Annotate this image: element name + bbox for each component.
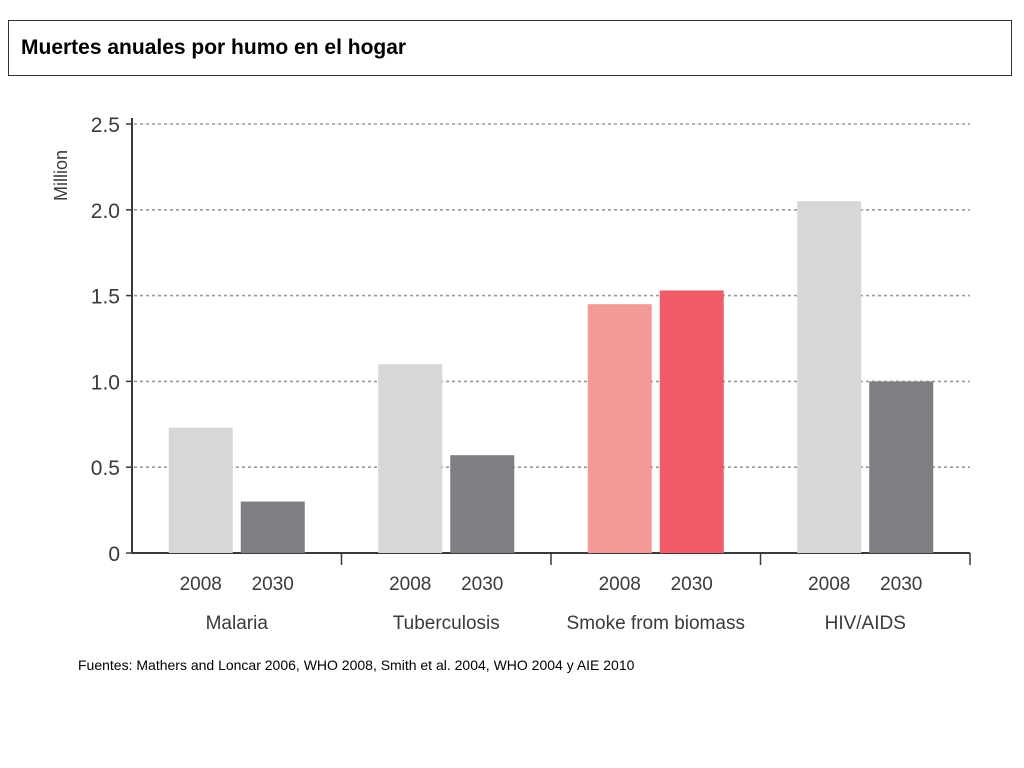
source-note: Fuentes: Mathers and Loncar 2006, WHO 20… — [78, 657, 635, 673]
bar — [240, 501, 305, 553]
x-tick-label: 2030 — [671, 574, 713, 595]
y-tick-label: 2.0 — [91, 200, 120, 223]
y-tick-label: 1.5 — [91, 286, 120, 309]
x-tick-label: 2008 — [180, 574, 222, 595]
x-tick-label: 2008 — [389, 574, 431, 595]
bar — [659, 290, 724, 553]
bar — [797, 201, 862, 553]
bar — [378, 364, 443, 553]
bar — [869, 381, 934, 553]
bar-chart: 0 0.5 1.0 1.5 2.0 2.5 Million 2008 2030 Malaria 20… — [51, 114, 971, 634]
bar — [450, 455, 515, 553]
y-tick-label: 2.5 — [91, 114, 120, 137]
x-tick-label: 2008 — [599, 574, 641, 595]
bar — [587, 304, 652, 553]
x-tick-label: 2008 — [808, 574, 850, 595]
category-label: Tuberculosis — [393, 613, 500, 634]
x-tick-label: 2030 — [461, 574, 503, 595]
title-box: Muertes anuales por humo en el hogar — [8, 20, 1012, 76]
slide-title: Muertes anuales por humo en el hogar — [21, 36, 407, 59]
category-label: Malaria — [206, 613, 269, 634]
y-axis-label: Million — [51, 150, 71, 201]
x-tick-label: 2030 — [252, 574, 294, 595]
y-tick-label: 0 — [108, 543, 120, 566]
category-label: Smoke from biomass — [567, 613, 745, 634]
category-label: HIV/AIDS — [825, 613, 906, 634]
y-tick-label: 0.5 — [91, 457, 120, 480]
y-tick-label: 1.0 — [91, 371, 120, 394]
bar — [168, 427, 233, 553]
x-tick-label: 2030 — [880, 574, 922, 595]
